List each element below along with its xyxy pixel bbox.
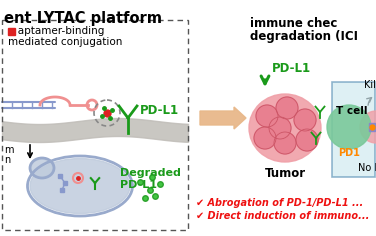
Circle shape xyxy=(360,111,376,143)
Text: n: n xyxy=(4,155,10,165)
Text: PD-L1: PD-L1 xyxy=(272,62,311,75)
Circle shape xyxy=(269,117,291,139)
Circle shape xyxy=(256,105,278,127)
Circle shape xyxy=(296,129,318,151)
Text: aptamer-binding: aptamer-binding xyxy=(8,26,105,36)
Bar xyxy=(8,28,15,35)
Text: ent LYTAC platform: ent LYTAC platform xyxy=(4,11,162,26)
Ellipse shape xyxy=(249,94,321,162)
Text: degradation (ICI: degradation (ICI xyxy=(250,30,358,43)
Circle shape xyxy=(294,109,316,131)
Text: immune chec: immune chec xyxy=(250,17,337,30)
Ellipse shape xyxy=(30,159,130,214)
Text: ✔ Abrogation of PD-1/PD-L1 ...: ✔ Abrogation of PD-1/PD-L1 ... xyxy=(196,198,363,208)
Bar xyxy=(2,20,188,230)
Text: Kill: Kill xyxy=(364,80,376,90)
Text: m: m xyxy=(4,145,14,155)
Text: mediated conjugation: mediated conjugation xyxy=(8,37,122,47)
Ellipse shape xyxy=(31,159,53,177)
Circle shape xyxy=(254,127,276,149)
Polygon shape xyxy=(200,107,246,129)
Circle shape xyxy=(276,97,298,119)
Text: T cell: T cell xyxy=(336,106,367,116)
Bar xyxy=(332,82,375,177)
Circle shape xyxy=(327,105,371,149)
Text: PD1: PD1 xyxy=(338,148,360,158)
Text: No P: No P xyxy=(358,163,376,173)
Circle shape xyxy=(274,132,296,154)
Text: Tumor: Tumor xyxy=(264,167,306,180)
Text: Degraded
PD-L1: Degraded PD-L1 xyxy=(120,168,181,190)
Bar xyxy=(369,123,375,131)
Text: PD-L1: PD-L1 xyxy=(140,104,179,117)
Text: ✔ Direct induction of immuno...: ✔ Direct induction of immuno... xyxy=(196,211,369,221)
